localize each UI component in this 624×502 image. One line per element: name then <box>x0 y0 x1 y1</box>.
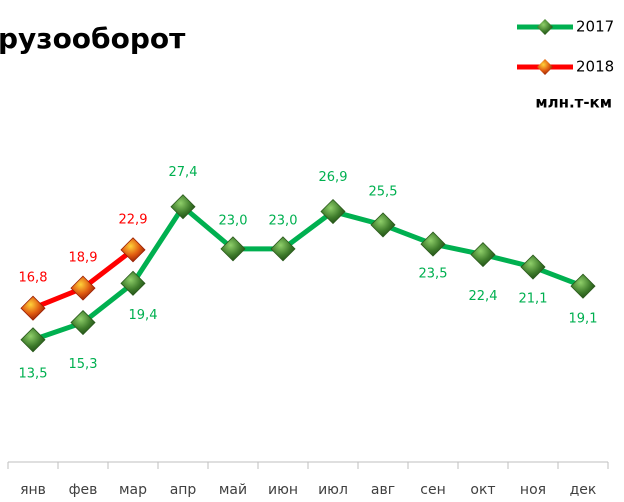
data-label: 22,4 <box>469 289 498 304</box>
legend-marker <box>537 19 553 35</box>
data-label: 27,4 <box>169 165 198 180</box>
data-label: 13,5 <box>19 366 48 381</box>
data-point <box>20 327 46 353</box>
data-point <box>120 270 146 296</box>
data-point <box>20 295 46 321</box>
x-tick-label: ноя <box>520 482 546 498</box>
data-label: 26,9 <box>319 170 348 185</box>
data-point <box>320 198 346 225</box>
data-point <box>570 273 596 299</box>
data-point <box>420 231 446 257</box>
data-label: 23,0 <box>269 213 298 228</box>
x-tick-label: фев <box>69 482 98 498</box>
data-point <box>70 275 96 301</box>
data-label: 23,0 <box>219 213 248 228</box>
data-label: 15,3 <box>69 357 98 372</box>
x-tick-label: июн <box>268 482 298 498</box>
data-label: 22,9 <box>119 212 148 227</box>
x-tick-label: май <box>219 482 247 498</box>
x-tick-label: авг <box>371 482 395 498</box>
data-label: 23,5 <box>419 267 448 282</box>
x-tick-label: сен <box>420 482 445 498</box>
data-label: 19,4 <box>129 308 158 323</box>
legend-label: 2018 <box>576 58 614 76</box>
data-point <box>70 309 96 336</box>
data-point <box>220 236 246 262</box>
data-point <box>370 212 396 238</box>
x-tick-label: окт <box>470 482 495 498</box>
x-tick-label: июл <box>318 482 348 498</box>
series-line <box>32 204 584 343</box>
data-point <box>270 236 296 262</box>
data-point <box>520 254 546 280</box>
data-label: 16,8 <box>19 271 48 286</box>
x-tick-label: апр <box>170 482 197 498</box>
chart-title: рузооборот <box>0 22 186 55</box>
legend-label: 2017 <box>576 18 614 36</box>
x-tick-label: дек <box>570 482 597 498</box>
data-label: 18,9 <box>69 251 98 266</box>
data-label: 25,5 <box>369 184 398 199</box>
data-label: 21,1 <box>519 292 548 307</box>
x-tick-label: янв <box>20 482 46 498</box>
data-label: 19,1 <box>569 312 598 327</box>
data-point <box>120 237 146 263</box>
data-point <box>170 194 196 220</box>
x-tick-label: мар <box>119 482 147 498</box>
unit-label: млн.т-км <box>535 94 612 112</box>
legend-marker <box>537 59 553 75</box>
data-point <box>470 242 496 268</box>
